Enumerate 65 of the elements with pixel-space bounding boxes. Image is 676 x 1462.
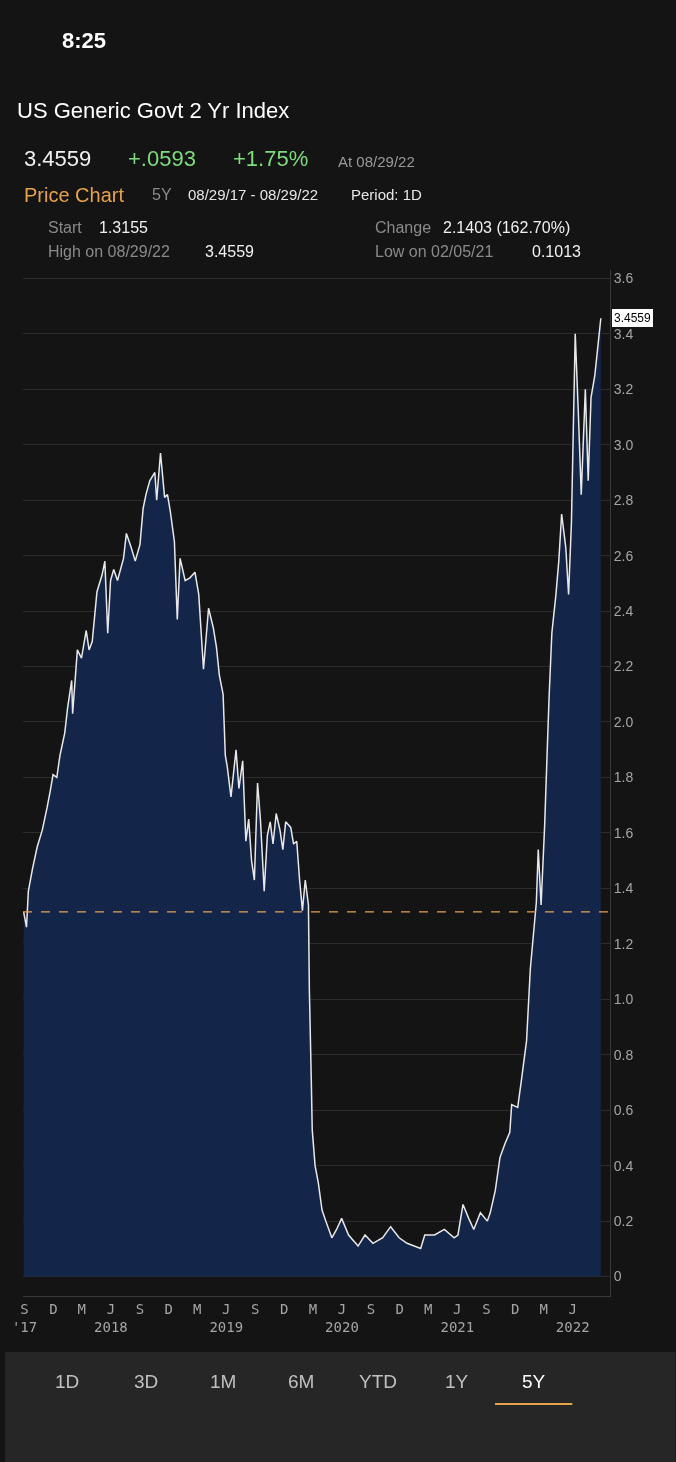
y-tick-label: 1.6 xyxy=(613,824,634,841)
x-tick-label: S xyxy=(366,1300,376,1317)
x-tick-label: J 2018 xyxy=(94,1300,128,1335)
x-tick-label: J 2022 xyxy=(555,1300,590,1335)
text: 3.4559 xyxy=(24,146,92,171)
x-tick-label: D xyxy=(49,1300,58,1317)
text: 1D xyxy=(55,1371,80,1392)
y-tick-label: 1.4 xyxy=(613,880,634,897)
text: Low on 02/05/21 xyxy=(375,243,494,260)
x-tick-label: D xyxy=(279,1300,289,1317)
text: Period: 1D xyxy=(351,186,423,203)
x-tick-label: M xyxy=(192,1300,202,1317)
y-tick-label: 1.2 xyxy=(613,935,634,952)
y-tick-label: 2.2 xyxy=(613,658,634,675)
x-tick-label: M xyxy=(424,1300,433,1317)
chart-title: US Generic Govt 2 Yr Index xyxy=(17,97,290,123)
y-tick-label: 2.6 xyxy=(613,547,634,564)
text: 6M xyxy=(288,1371,315,1392)
text: Change xyxy=(375,219,432,236)
x-tick-label: S '17 xyxy=(11,1300,38,1335)
y-tick-label: 3.6 xyxy=(613,270,634,287)
text: +.0593 xyxy=(128,146,196,171)
x-tick-label: M xyxy=(77,1300,87,1317)
x-tick-label: D xyxy=(510,1300,520,1317)
y-tick-label: 0.2 xyxy=(613,1213,634,1230)
text: At 08/29/22 xyxy=(338,153,415,170)
y-tick-label: 0.4 xyxy=(613,1157,634,1174)
text: 3D xyxy=(134,1371,159,1392)
x-tick-label: M xyxy=(539,1300,548,1317)
text: 3.4559 xyxy=(205,243,255,260)
y-tick-label: 2.0 xyxy=(613,713,634,730)
text: 1.3155 xyxy=(99,219,149,236)
x-tick-label: S xyxy=(251,1300,260,1317)
text: 5Y xyxy=(522,1371,546,1392)
annotation: 3.4559 xyxy=(614,311,652,325)
x-tick-label: J 2019 xyxy=(209,1300,244,1335)
text: 1Y xyxy=(445,1371,469,1392)
y-tick-label: 3.2 xyxy=(613,381,634,398)
text: 08/29/17 - 08/29/22 xyxy=(188,186,319,203)
x-tick-label: M xyxy=(308,1300,318,1317)
text: High on 08/29/22 xyxy=(48,243,170,260)
y-tick-label: 1.8 xyxy=(613,769,634,786)
text: +1.75% xyxy=(233,146,309,171)
text: YTD xyxy=(359,1371,397,1392)
y-tick-label: 1.0 xyxy=(613,991,634,1008)
x-tick-label: S xyxy=(482,1300,491,1317)
x-tick-label: D xyxy=(164,1300,173,1317)
x-tick-label: J 2020 xyxy=(325,1300,359,1335)
y-tick-label: 0.6 xyxy=(613,1102,634,1119)
y-tick-label: 3.4 xyxy=(613,325,634,342)
y-tick-label: 3.0 xyxy=(613,436,634,453)
x-tick-label: J 2021 xyxy=(440,1300,475,1335)
y-tick-label: 2.4 xyxy=(613,602,634,619)
x-tick-label: S xyxy=(135,1300,145,1317)
text: 5Y xyxy=(152,186,172,203)
text: 1M xyxy=(210,1371,237,1392)
text: 2.1403 (162.70%) xyxy=(443,219,571,236)
text: 0.1013 xyxy=(532,243,582,260)
text: 8:25 xyxy=(62,28,107,53)
y-tick-label: 0 xyxy=(613,1268,622,1285)
text: Start xyxy=(48,219,83,236)
y-tick-label: 0.8 xyxy=(613,1046,634,1063)
y-tick-label: 2.8 xyxy=(613,492,634,509)
text: Price Chart xyxy=(24,184,125,206)
x-tick-label: D xyxy=(395,1300,405,1317)
